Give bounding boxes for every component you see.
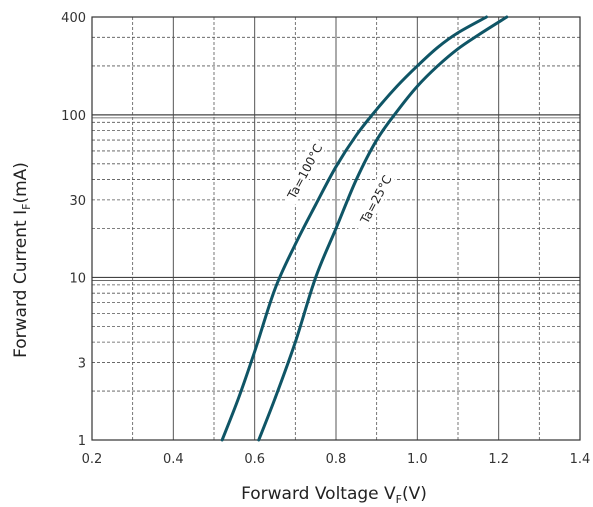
y-tick-label: 10: [69, 271, 86, 286]
y-tick-label: 1: [78, 434, 86, 449]
y-tick-label: 30: [69, 194, 86, 209]
grid: [91, 16, 581, 441]
x-axis-title: Forward Voltage VF(V): [241, 484, 427, 506]
y-tick-label: 3: [78, 356, 86, 371]
series-layer: [220, 15, 509, 442]
series-line: [220, 15, 488, 442]
y-tick-label: 100: [61, 109, 86, 124]
x-tick-label: 0.8: [326, 452, 347, 467]
x-tick-label: 1.2: [488, 452, 509, 467]
series-label-background: [281, 137, 328, 205]
x-tick-label: 1.0: [407, 452, 428, 467]
y-axis-title: Forward Current IF(mA): [11, 162, 33, 358]
x-tick-label: 0.6: [244, 452, 265, 467]
series-line: [257, 15, 509, 442]
x-tick-label: 0.2: [82, 452, 103, 467]
x-tick-label: 0.4: [163, 452, 184, 467]
x-tick-label: 1.4: [570, 452, 591, 467]
series-label-background: [352, 165, 399, 233]
y-tick-label: 400: [61, 11, 86, 26]
tick-labels: 0.2 0.4 0.6 0.8 1.0 1.2 1.4 1 3 10 30 100 400: [61, 11, 590, 467]
plot-frame: [91, 16, 581, 441]
